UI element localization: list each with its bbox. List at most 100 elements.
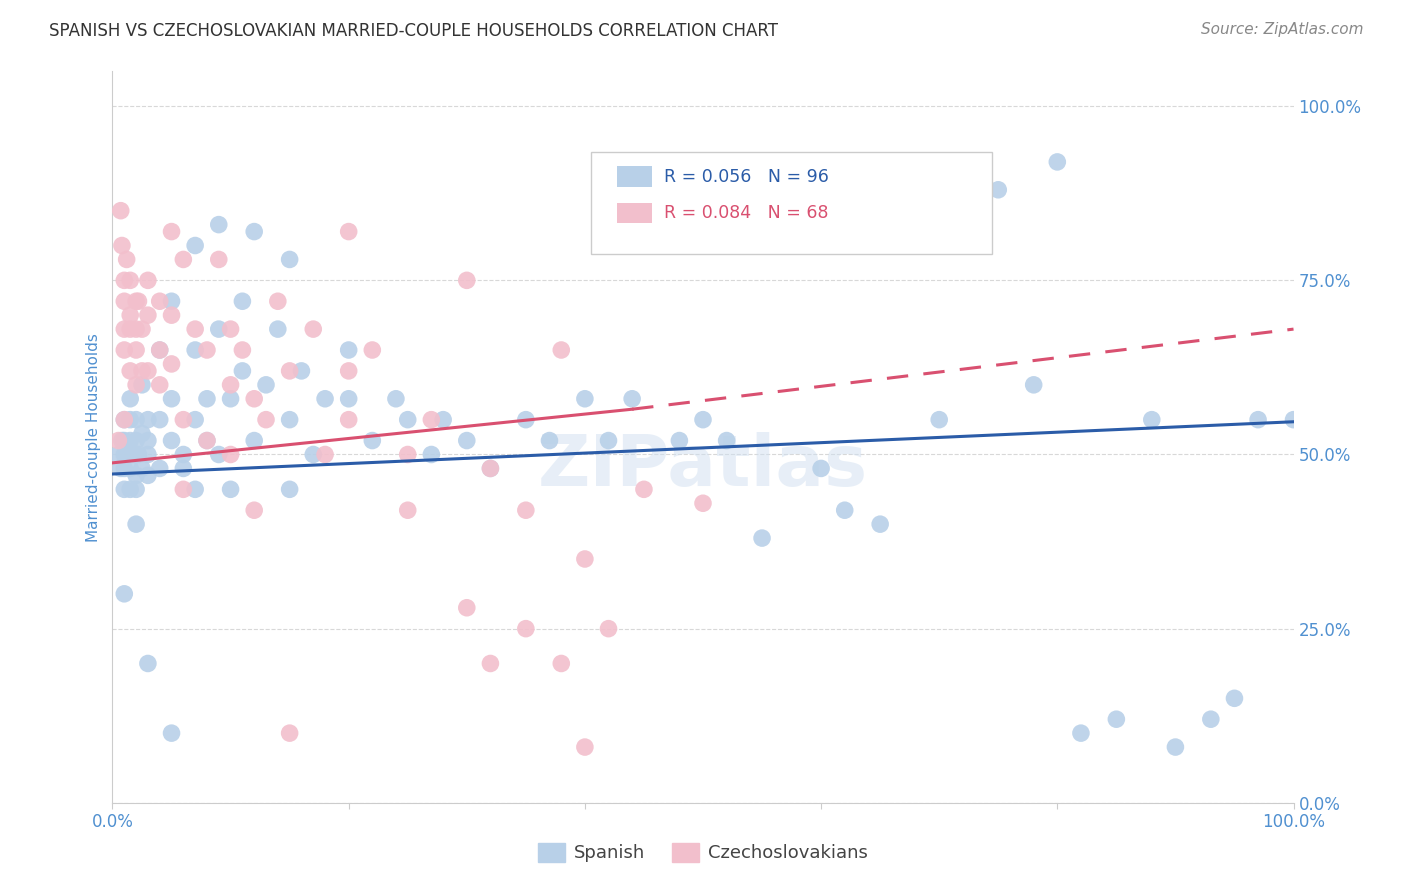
Point bbox=[127, 294, 149, 309]
Point bbox=[112, 587, 135, 601]
Point bbox=[1282, 412, 1305, 426]
Point bbox=[1022, 377, 1045, 392]
Point bbox=[574, 552, 596, 566]
Point bbox=[337, 225, 360, 239]
Point bbox=[112, 322, 135, 336]
Point bbox=[574, 392, 596, 406]
Point bbox=[112, 434, 135, 448]
FancyBboxPatch shape bbox=[617, 203, 652, 224]
Point bbox=[1070, 726, 1092, 740]
Point bbox=[120, 461, 142, 475]
Point bbox=[195, 434, 218, 448]
Point bbox=[1046, 155, 1069, 169]
Point bbox=[208, 218, 231, 232]
Point bbox=[633, 483, 655, 497]
Point bbox=[396, 412, 419, 426]
Point bbox=[112, 294, 135, 309]
Point bbox=[136, 364, 159, 378]
Point bbox=[115, 448, 138, 462]
Point bbox=[120, 273, 142, 287]
Point bbox=[550, 343, 572, 357]
Point bbox=[125, 468, 148, 483]
Point bbox=[125, 377, 148, 392]
Point bbox=[184, 322, 207, 336]
Point bbox=[396, 503, 419, 517]
Point bbox=[751, 531, 773, 545]
Point bbox=[219, 392, 242, 406]
Point bbox=[834, 503, 856, 517]
Point bbox=[184, 238, 207, 252]
Point bbox=[120, 434, 142, 448]
Point bbox=[195, 392, 218, 406]
Point bbox=[125, 412, 148, 426]
Point bbox=[254, 412, 277, 426]
Point bbox=[120, 308, 142, 322]
Legend: Spanish, Czechoslovakians: Spanish, Czechoslovakians bbox=[530, 836, 876, 870]
Point bbox=[149, 343, 172, 357]
Point bbox=[243, 434, 266, 448]
Point bbox=[136, 308, 159, 322]
Point bbox=[278, 483, 301, 497]
Point bbox=[112, 412, 135, 426]
Point bbox=[149, 294, 172, 309]
Point bbox=[1199, 712, 1222, 726]
Point bbox=[420, 412, 443, 426]
Point bbox=[184, 343, 207, 357]
Point bbox=[208, 448, 231, 462]
Point bbox=[115, 252, 138, 267]
Point bbox=[479, 461, 502, 475]
Point bbox=[479, 461, 502, 475]
Point bbox=[810, 461, 832, 475]
Point bbox=[125, 517, 148, 532]
Point bbox=[172, 461, 194, 475]
Point bbox=[361, 343, 384, 357]
Point bbox=[479, 657, 502, 671]
Point bbox=[125, 294, 148, 309]
Point bbox=[243, 392, 266, 406]
Point bbox=[290, 364, 312, 378]
Point bbox=[208, 322, 231, 336]
Point bbox=[136, 657, 159, 671]
FancyBboxPatch shape bbox=[591, 152, 993, 254]
Point bbox=[1247, 412, 1270, 426]
Point bbox=[337, 412, 360, 426]
Point bbox=[456, 273, 478, 287]
Point bbox=[110, 461, 132, 475]
Point bbox=[160, 726, 183, 740]
Point bbox=[302, 322, 325, 336]
Point bbox=[120, 322, 142, 336]
Point bbox=[219, 448, 242, 462]
Point bbox=[172, 252, 194, 267]
Point bbox=[716, 434, 738, 448]
Point bbox=[420, 448, 443, 462]
Point bbox=[668, 434, 690, 448]
Point bbox=[337, 364, 360, 378]
Point bbox=[219, 377, 242, 392]
Point bbox=[396, 448, 419, 462]
Point bbox=[337, 392, 360, 406]
Point bbox=[131, 426, 153, 441]
Point bbox=[112, 461, 135, 475]
Point bbox=[120, 364, 142, 378]
FancyBboxPatch shape bbox=[617, 167, 652, 187]
Point bbox=[172, 448, 194, 462]
Point bbox=[172, 412, 194, 426]
Point bbox=[621, 392, 644, 406]
Point bbox=[231, 343, 253, 357]
Point bbox=[125, 448, 148, 462]
Point bbox=[278, 364, 301, 378]
Point bbox=[278, 252, 301, 267]
Point bbox=[267, 294, 290, 309]
Point bbox=[515, 412, 537, 426]
Point bbox=[231, 364, 253, 378]
Point bbox=[456, 600, 478, 615]
Text: Source: ZipAtlas.com: Source: ZipAtlas.com bbox=[1201, 22, 1364, 37]
Point bbox=[574, 740, 596, 755]
Point bbox=[219, 483, 242, 497]
Point bbox=[278, 412, 301, 426]
Point bbox=[107, 448, 129, 462]
Point bbox=[692, 412, 714, 426]
Point bbox=[1105, 712, 1128, 726]
Point bbox=[131, 377, 153, 392]
Point bbox=[195, 343, 218, 357]
